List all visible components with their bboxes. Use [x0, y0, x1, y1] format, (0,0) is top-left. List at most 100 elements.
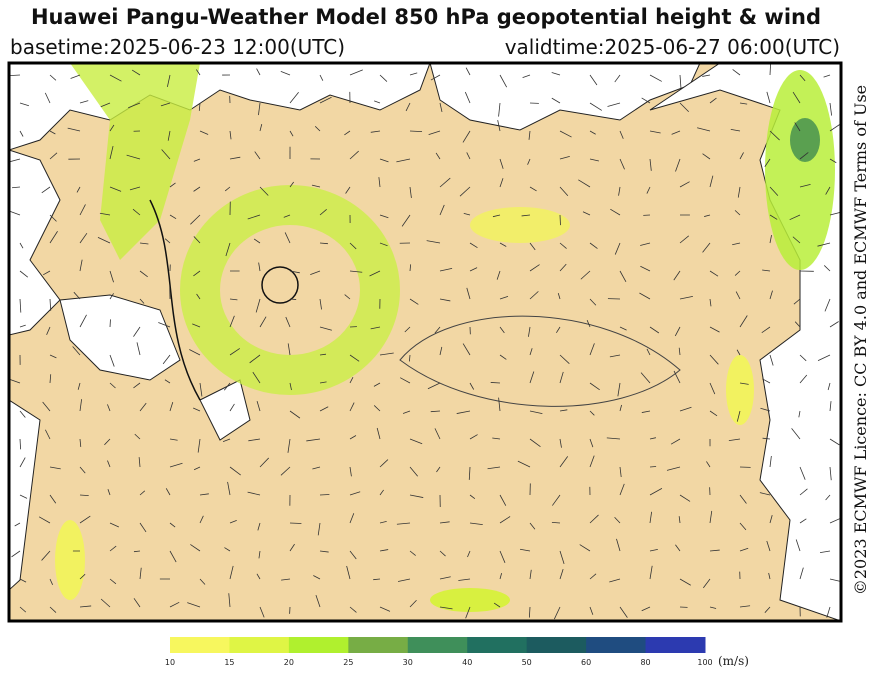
wind-arrow: [169, 601, 180, 608]
wind-arrow: [254, 151, 261, 160]
wind-arrow: [522, 74, 531, 79]
wind-arrow: [196, 69, 201, 76]
wind-arrow: [349, 466, 352, 477]
wind-arrow: [559, 456, 569, 468]
wind-arrow: [196, 293, 201, 300]
colorbar-tick-label: 100: [697, 658, 712, 667]
wind-arrow: [373, 405, 381, 412]
wind-arrow: [198, 102, 201, 111]
wind-arrow: [289, 181, 295, 188]
wind-arrow: [649, 565, 653, 580]
wind-arrow: [732, 69, 741, 76]
wind-arrow: [649, 549, 658, 552]
wind-arrow: [49, 152, 58, 160]
wind-arrow: [709, 354, 719, 365]
wind-arrow: [289, 522, 302, 524]
wind-arrow: [439, 298, 451, 302]
wind-arrow: [109, 124, 115, 132]
wind-arrow: [190, 544, 201, 552]
colorbar-unit: (m/s): [718, 654, 749, 668]
wind-arrow: [487, 466, 501, 470]
wind-arrow: [349, 513, 355, 524]
wind-arrow: [829, 102, 833, 116]
colorbar-segment: [229, 637, 290, 653]
wind-arrow: [528, 130, 531, 140]
wind-arrow: [521, 214, 531, 217]
colorbar-segment: [467, 637, 528, 653]
wind-arrow: [619, 130, 624, 139]
wind-arrow: [829, 466, 832, 481]
wind-arrow: [139, 242, 149, 245]
wind-arrow: [499, 326, 505, 334]
wind-arrow: [100, 598, 111, 608]
wind-arrow: [702, 74, 711, 77]
wind-arrow: [109, 186, 122, 192]
wind-arrow: [559, 569, 564, 580]
wind-arrow: [319, 74, 324, 81]
wind-arrow: [799, 466, 806, 480]
wind-arrow: [409, 72, 418, 76]
wind-arrow: [736, 349, 741, 356]
wind-arrow: [109, 522, 120, 528]
wind-arrow: [799, 152, 809, 160]
wind-arrow: [376, 427, 381, 440]
wind-arrow: [379, 214, 389, 219]
wind-arrow: [706, 461, 711, 468]
wind-arrow: [349, 354, 360, 362]
wind-arrow: [769, 455, 772, 468]
wind-arrow: [49, 494, 57, 504]
wind-arrow: [79, 314, 87, 328]
wind-arrow: [247, 214, 261, 220]
wind-arrow: [739, 382, 749, 385]
wind-arrow: [252, 371, 261, 384]
wind-arrow: [529, 371, 535, 384]
wind-arrow: [134, 433, 141, 440]
wind-arrow: [529, 186, 537, 192]
colorbar-segment: [170, 637, 230, 653]
wind-arrow: [19, 324, 26, 328]
wind-arrow: [409, 130, 423, 133]
wind-arrow: [319, 326, 332, 331]
wind-arrow: [397, 578, 411, 582]
wind-arrow: [794, 122, 801, 132]
wind-arrow: [732, 242, 741, 246]
wind-arrow: [259, 606, 265, 618]
wind-arrow: [258, 102, 261, 116]
wind-arrow: [199, 493, 209, 496]
wind-arrow: [193, 270, 201, 277]
wind-arrow: [640, 265, 651, 272]
wind-arrow: [616, 538, 621, 552]
wind-arrow: [19, 438, 22, 450]
wind-arrow: [229, 519, 237, 524]
wind-arrow: [467, 550, 471, 558]
wind-arrow: [258, 262, 261, 272]
wind-arrow: [379, 489, 384, 496]
wind-arrow: [619, 270, 627, 283]
wind-arrow: [679, 235, 690, 244]
wind-arrow: [247, 491, 261, 496]
wind-arrow: [589, 410, 595, 416]
wind-arrow: [614, 516, 621, 524]
wind-arrow: [579, 544, 591, 552]
wind-arrow: [829, 578, 841, 582]
wind-shade: [55, 520, 85, 600]
wind-arrow: [619, 326, 627, 331]
wind-arrow: [702, 153, 711, 160]
wind-arrow: [673, 270, 681, 281]
wind-arrow: [527, 158, 531, 165]
wind-arrow: [349, 376, 354, 384]
wind-arrow: [799, 183, 811, 188]
wind-arrow: [739, 547, 749, 552]
wind-arrow: [498, 102, 501, 117]
wind-arrow: [492, 437, 501, 440]
wind-arrow: [430, 410, 441, 413]
wind-arrow: [589, 298, 597, 306]
wind-arrow: [379, 606, 391, 612]
wind-arrow: [641, 97, 651, 104]
wind-arrow: [670, 438, 681, 445]
wind-arrow: [284, 232, 291, 244]
wind-arrow: [589, 573, 597, 580]
wind-arrow: [319, 242, 328, 245]
wind-arrow: [345, 186, 351, 194]
contour: [399, 315, 681, 407]
